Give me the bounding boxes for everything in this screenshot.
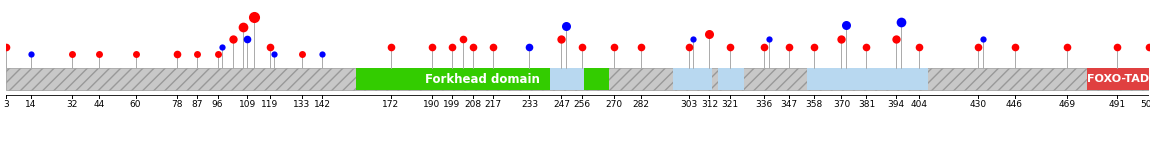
Text: 303: 303	[681, 100, 698, 109]
Text: 233: 233	[521, 100, 538, 109]
Text: 14: 14	[25, 100, 37, 109]
Text: 133: 133	[293, 100, 310, 109]
Text: 446: 446	[1006, 100, 1024, 109]
Text: 217: 217	[484, 100, 501, 109]
Text: 199: 199	[444, 100, 461, 109]
Text: 109: 109	[238, 100, 255, 109]
Text: 247: 247	[553, 100, 570, 109]
Text: 119: 119	[261, 100, 278, 109]
Text: 312: 312	[700, 100, 718, 109]
Bar	[1088, 68, 1149, 90]
Text: 32: 32	[66, 100, 77, 109]
Text: 87: 87	[191, 100, 202, 109]
Bar	[550, 68, 584, 90]
Text: 404: 404	[911, 100, 927, 109]
Text: 358: 358	[805, 100, 822, 109]
Text: 78: 78	[171, 100, 183, 109]
Text: 370: 370	[833, 100, 850, 109]
Text: 190: 190	[423, 100, 440, 109]
Bar	[356, 68, 610, 90]
Bar	[673, 68, 712, 90]
Text: 381: 381	[858, 100, 875, 109]
Text: FOXO-TAD: FOXO-TAD	[1087, 74, 1149, 84]
Bar	[6, 68, 1149, 90]
Text: Forkhead domain: Forkhead domain	[426, 73, 540, 86]
Text: 208: 208	[463, 100, 481, 109]
Text: 256: 256	[574, 100, 590, 109]
Text: 469: 469	[1058, 100, 1075, 109]
Bar	[719, 68, 744, 90]
Text: 430: 430	[969, 100, 987, 109]
Text: 142: 142	[314, 100, 331, 109]
Text: 394: 394	[888, 100, 905, 109]
Text: 44: 44	[93, 100, 105, 109]
Text: 491: 491	[1109, 100, 1126, 109]
Text: 336: 336	[756, 100, 773, 109]
Text: 321: 321	[721, 100, 738, 109]
Text: 347: 347	[781, 100, 798, 109]
Text: 172: 172	[382, 100, 399, 109]
Text: 96: 96	[212, 100, 223, 109]
Text: 60: 60	[130, 100, 141, 109]
Text: 282: 282	[632, 100, 650, 109]
Text: 3: 3	[2, 100, 9, 109]
Text: 270: 270	[605, 100, 622, 109]
Text: 505: 505	[1140, 100, 1150, 109]
Bar	[807, 68, 928, 90]
